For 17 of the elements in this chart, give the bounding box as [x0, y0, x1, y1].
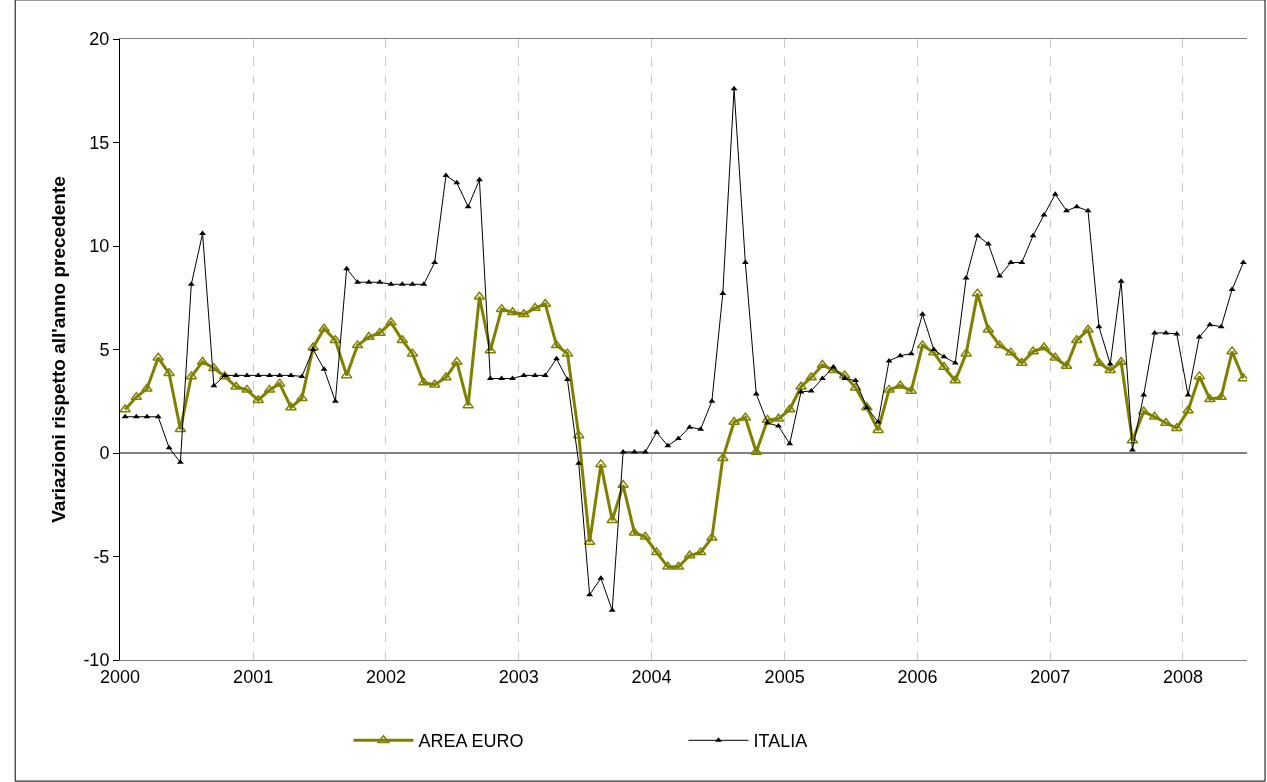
x-tick-label: 2003	[498, 666, 539, 687]
y-tick-label: -5	[93, 546, 110, 567]
legend-label: ITALIA	[753, 731, 808, 752]
y-tick-label: 0	[99, 443, 110, 464]
y-tick-label: 5	[99, 339, 110, 360]
y-tick-label: 10	[89, 236, 110, 257]
y-axis-title: Variazioni rispetto all'anno precedente	[48, 176, 70, 523]
y-tick-label: 20	[89, 29, 110, 50]
x-tick-label: 2001	[233, 666, 274, 687]
x-tick-label: 2006	[897, 666, 938, 687]
y-tick-label: 15	[89, 132, 110, 153]
x-tick-label: 2002	[365, 666, 406, 687]
legend-label: AREA EURO	[418, 731, 524, 752]
x-tick-label: 2007	[1030, 666, 1071, 687]
x-tick-label: 2008	[1162, 666, 1203, 687]
x-tick-label: 2005	[764, 666, 805, 687]
x-tick-label: 2004	[631, 666, 672, 687]
